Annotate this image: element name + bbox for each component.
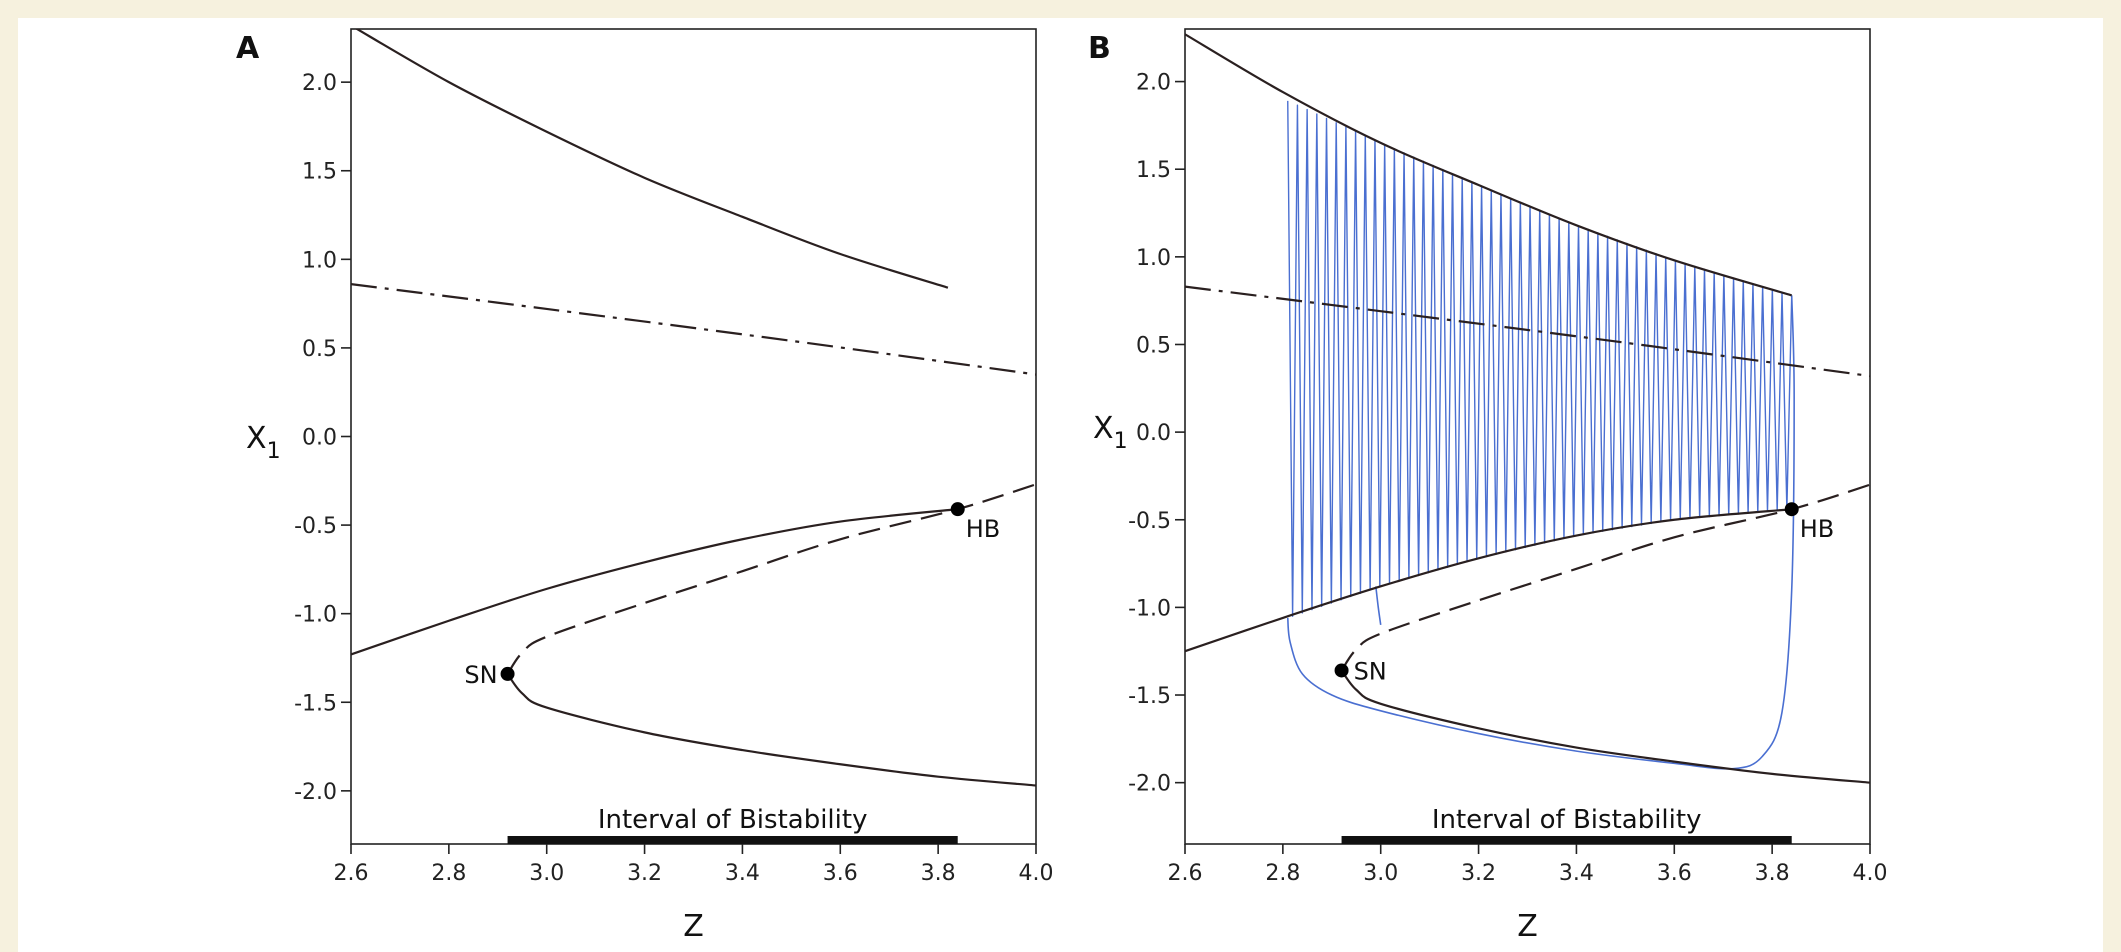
y-tick-label: 2.0 [302, 71, 337, 96]
bifurcation-figure: A 2.6 2.8 3.0 3.2 3.4 3.6 3.8 4.0 2.0 1.5 1.0 0.5 0.0… [236, 28, 1888, 944]
x-tick-label: 3.2 [1461, 861, 1496, 886]
bistability-interval-bar [1341, 836, 1792, 844]
bifurcation-point-sn [500, 666, 515, 681]
y-tick-label: 0.5 [302, 337, 337, 362]
branch-dashed-3 [506, 483, 1036, 675]
y-tick-label: -1.5 [294, 691, 337, 716]
y-tick-label: 0.0 [302, 426, 337, 451]
y-tick-label: -1.5 [1128, 684, 1171, 709]
y-tick-label: 0.5 [1136, 333, 1171, 358]
y-tick-label: -2.0 [294, 780, 337, 805]
branch-solid-2 [351, 508, 958, 656]
bifurcation-point-hb [1784, 502, 1799, 517]
x-tick-label: 3.6 [823, 861, 858, 886]
branch-solid-4 [1340, 669, 1870, 784]
panel-b: B 2.6 2.8 3.0 3.2 3.4 3.6 3.8 4.0 2.0 1.5 1.0 0.5 0.0… [1088, 28, 1888, 944]
x-tick-label: 3.8 [921, 861, 956, 886]
y-tick-label: 0.0 [1136, 421, 1171, 446]
x-tick-label: 2.6 [1168, 861, 1203, 886]
y-tick-label: -0.5 [1128, 509, 1171, 534]
x-tick-label: 2.6 [334, 861, 369, 886]
branch-solid-0 [354, 29, 949, 289]
panel-letter: B [1088, 31, 1111, 66]
y-tick-label: -2.0 [1128, 772, 1171, 797]
y-axis-title: X1 [1093, 411, 1128, 454]
x-tick-label: 3.4 [725, 861, 760, 886]
x-tick-label: 2.8 [431, 861, 466, 886]
branch-solid-4 [506, 673, 1036, 787]
point-label-hb: HB [1800, 515, 1835, 543]
y-axis-title: X1 [246, 421, 281, 464]
trajectory-return-path [1286, 295, 1795, 770]
trajectory-stray-segment [1375, 586, 1382, 626]
y-tick-label: 1.5 [1136, 158, 1171, 183]
x-tick-label: 3.2 [627, 861, 662, 886]
x-tick-label: 3.6 [1657, 861, 1692, 886]
data-layer [1185, 33, 1870, 784]
y-tick-label: -1.0 [1128, 596, 1171, 621]
point-label-hb: HB [966, 515, 1001, 543]
branch-solid-0 [1185, 33, 1793, 297]
x-axis-title: Z [1517, 909, 1538, 944]
y-tick-label: -1.0 [294, 603, 337, 628]
y-tick-label: 1.0 [1136, 246, 1171, 271]
x-tick-label: 3.0 [529, 861, 564, 886]
bistability-interval-label: Interval of Bistability [598, 805, 868, 835]
x-tick-label: 4.0 [1853, 861, 1888, 886]
x-axis-title: Z [683, 909, 704, 944]
branch-dashed-3 [1340, 483, 1870, 672]
bifurcation-point-sn [1334, 663, 1349, 678]
bifurcation-point-hb [950, 502, 965, 517]
x-tick-label: 3.4 [1559, 861, 1594, 886]
oscillation-trajectory [1287, 100, 1793, 617]
bistability-interval-label: Interval of Bistability [1432, 805, 1702, 835]
y-tick-label: 1.5 [302, 160, 337, 185]
x-tick-label: 3.8 [1755, 861, 1790, 886]
point-label-sn: SN [464, 661, 497, 689]
panel-letter: A [236, 31, 260, 66]
branch-solid-2 [1185, 508, 1792, 653]
x-tick-label: 3.0 [1363, 861, 1398, 886]
panel-a: A 2.6 2.8 3.0 3.2 3.4 3.6 3.8 4.0 2.0 1.5 1.0 0.5 0.0… [236, 28, 1054, 944]
branch-dashdot-1 [351, 283, 1036, 376]
bistability-interval-bar [507, 836, 958, 844]
point-label-sn: SN [1354, 657, 1387, 685]
plot-frame [350, 28, 1037, 845]
y-tick-label: 1.0 [302, 248, 337, 273]
branch-dashdot-1 [1185, 285, 1870, 378]
data-layer [351, 29, 1036, 787]
y-tick-label: 2.0 [1136, 71, 1171, 96]
y-tick-label: -0.5 [294, 514, 337, 539]
figure: A 2.6 2.8 3.0 3.2 3.4 3.6 3.8 4.0 2.0 1.5 1.0 0.5 0.0… [18, 18, 2103, 952]
x-tick-label: 2.8 [1265, 861, 1300, 886]
x-tick-label: 4.0 [1019, 861, 1054, 886]
